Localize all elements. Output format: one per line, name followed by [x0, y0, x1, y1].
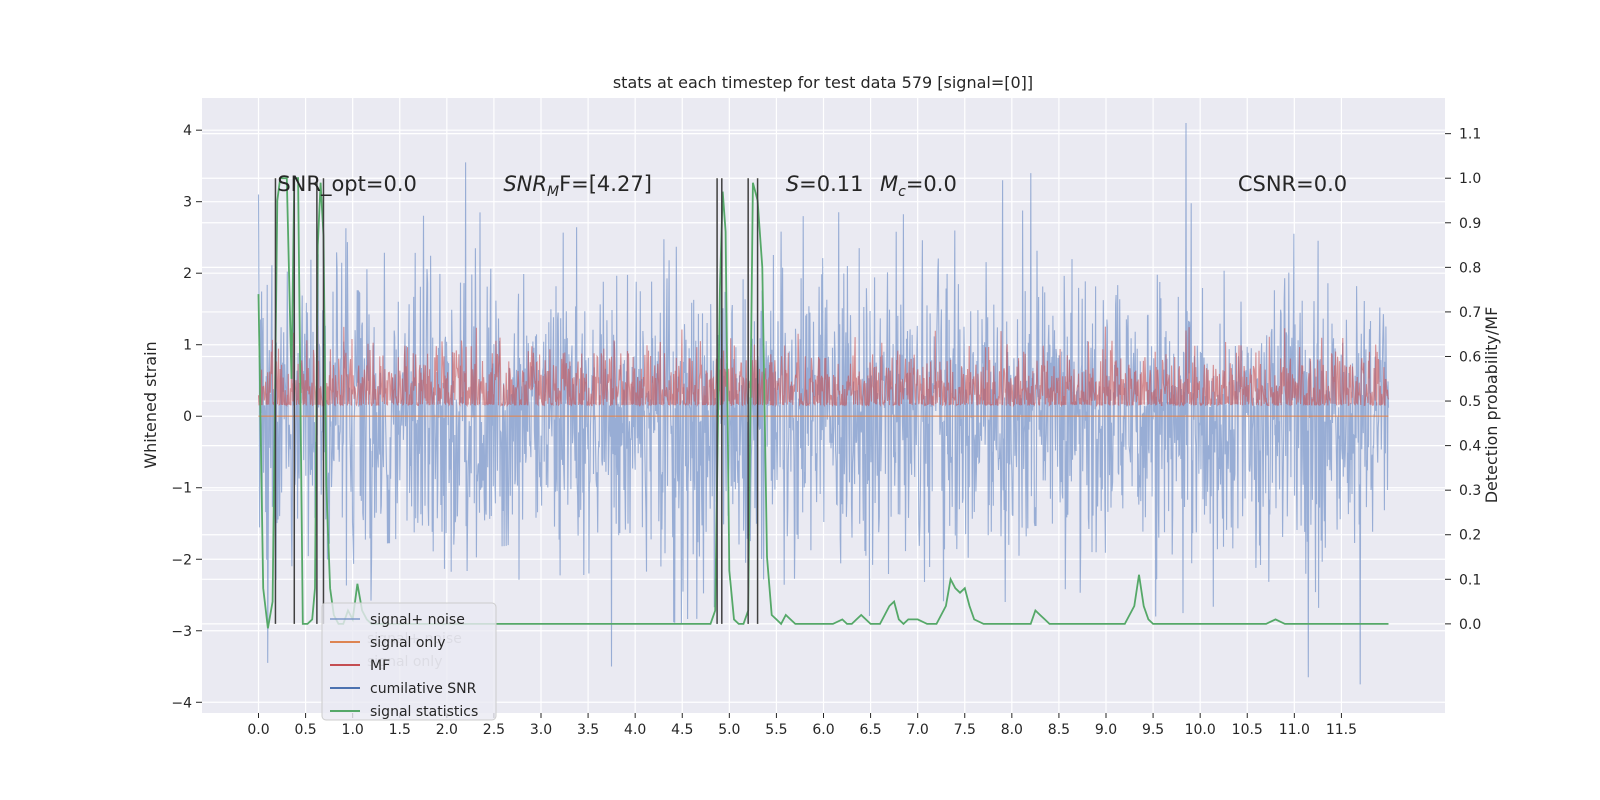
x-tick-label: 8.0	[1001, 722, 1023, 738]
x-tick-label: 11.5	[1326, 722, 1357, 738]
x-tick-label: 5.0	[718, 722, 740, 738]
x-tick-label: 1.5	[389, 722, 411, 738]
y-tick-label-right: 0.6	[1459, 349, 1481, 365]
legend-label: signal+ noise	[370, 612, 465, 628]
annotation-snr-opt: SNR_opt=0.0	[277, 172, 417, 197]
y-tick-label-left: −3	[171, 624, 192, 640]
legend-label: signal statistics	[370, 704, 478, 720]
x-tick-label: 10.0	[1185, 722, 1216, 738]
y-tick-label-left: 0	[183, 409, 192, 425]
y-tick-label-left: 4	[183, 123, 192, 139]
y-tick-label-left: 2	[183, 266, 192, 282]
x-tick-label: 3.5	[577, 722, 599, 738]
y-tick-label-right: 0.1	[1459, 572, 1481, 588]
chart-title: stats at each timestep for test data 579…	[613, 73, 1033, 92]
legend-label: signal only	[370, 635, 445, 651]
annotation-snr-mf: SNRMF=[4.27]	[503, 172, 652, 200]
y-tick-label-left: −4	[171, 695, 192, 711]
y-tick-label-left: −2	[171, 552, 192, 568]
x-tick-label: 6.0	[812, 722, 834, 738]
y-tick-label-right: 0.0	[1459, 617, 1481, 633]
x-tick-label: 7.5	[954, 722, 976, 738]
x-tick-label: 4.5	[671, 722, 693, 738]
x-tick-label: 2.5	[483, 722, 505, 738]
annotation-mc: Mc=0.0	[880, 172, 957, 200]
x-tick-label: 0.5	[294, 722, 316, 738]
y-tick-label-left: 1	[183, 338, 192, 354]
y-tick-label-right: 0.3	[1459, 483, 1481, 499]
vertical-markers	[274, 178, 759, 624]
x-tick-label: 6.5	[859, 722, 881, 738]
x-tick-label: 8.5	[1048, 722, 1070, 738]
x-tick-label: 7.0	[907, 722, 929, 738]
series-layer	[257, 122, 1390, 685]
y-axis-label-right: Detection probability/MF	[1482, 307, 1501, 504]
annotations: SNR_opt=0.0 CSNR=0.0 SNRMF=[4.27] S=0.11 Mc=…	[277, 172, 1347, 200]
y-tick-label-right: 0.7	[1459, 305, 1481, 321]
x-tick-label: 4.0	[624, 722, 646, 738]
y-tick-label-left: −1	[171, 481, 192, 497]
x-tick-label: 5.5	[765, 722, 787, 738]
x-tick-label: 2.0	[436, 722, 458, 738]
y-tick-label-right: 1.1	[1459, 127, 1481, 143]
x-tick-label: 1.0	[342, 722, 364, 738]
annotation-s: S=0.11	[786, 172, 864, 196]
y-tick-label-right: 0.9	[1459, 216, 1481, 232]
y-tick-label-right: 0.4	[1459, 439, 1481, 455]
legend-label: cumilative SNR	[370, 681, 477, 697]
series-signal-noise	[257, 122, 1390, 685]
ticks: 0.0 0.5 1.0 1.5 2.0 2.5 3.0 3.5 4.0 4.5 5.0 5.5 6.0 6…	[171, 123, 1481, 738]
y-tick-label-right: 0.5	[1459, 394, 1481, 410]
y-tick-label-right: 1.0	[1459, 171, 1481, 187]
x-tick-label: 9.5	[1142, 722, 1164, 738]
x-tick-label: 10.5	[1232, 722, 1263, 738]
y-tick-label-left: 3	[183, 195, 192, 211]
y-tick-label-right: 0.2	[1459, 528, 1481, 544]
series-mf	[257, 325, 1390, 408]
x-tick-label: 0.0	[247, 722, 269, 738]
x-tick-label: 9.0	[1095, 722, 1117, 738]
series-signal-statistics	[257, 177, 1389, 629]
y-axis-label-left: Whitened strain	[141, 341, 160, 468]
annotation-csnr: CSNR=0.0	[1238, 172, 1347, 196]
legend-box	[321, 602, 497, 721]
x-tick-label: 11.0	[1279, 722, 1310, 738]
legend-label: MF	[370, 658, 390, 674]
x-tick-label: 3.0	[530, 722, 552, 738]
y-tick-label-right: 0.8	[1459, 260, 1481, 276]
